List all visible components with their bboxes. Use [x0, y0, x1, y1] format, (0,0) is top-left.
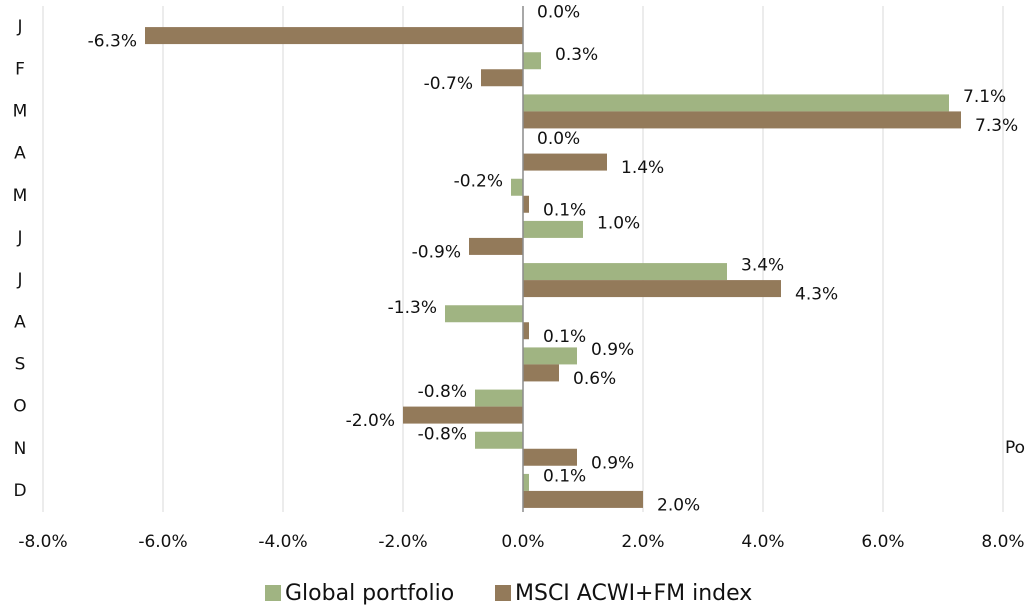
y-tick-label: O	[13, 397, 26, 417]
data-label: 7.1%	[963, 87, 1006, 107]
bar	[403, 406, 523, 424]
legend-swatch	[495, 585, 511, 601]
x-tick-label: 8.0%	[981, 532, 1024, 552]
bar	[475, 389, 523, 407]
x-tick-label: 0.0%	[501, 532, 544, 552]
legend-swatch	[265, 585, 281, 601]
legend-label: MSCI ACWI+FM index	[515, 581, 752, 606]
y-tick-label: S	[15, 354, 26, 374]
data-label: 2.0%	[657, 495, 700, 515]
bar	[469, 237, 523, 255]
y-tick-label: A	[14, 144, 26, 164]
y-tick-label: N	[14, 439, 27, 459]
data-label: 0.1%	[543, 327, 586, 347]
bar	[523, 52, 541, 70]
data-label: -0.9%	[412, 242, 461, 262]
bar	[523, 153, 607, 171]
data-label: 0.0%	[537, 129, 580, 149]
bar	[523, 94, 949, 112]
bar	[445, 305, 523, 323]
bar	[523, 263, 727, 281]
data-label: 4.3%	[795, 285, 838, 305]
bar	[523, 195, 529, 213]
bar	[481, 69, 523, 87]
data-label: -0.2%	[454, 171, 503, 191]
x-tick-label: -8.0%	[18, 532, 67, 552]
data-label: -6.3%	[88, 32, 137, 52]
data-label: 0.3%	[555, 45, 598, 65]
bar	[523, 347, 577, 365]
bar	[523, 490, 643, 508]
bar	[523, 220, 583, 238]
data-label: 0.0%	[537, 3, 580, 23]
bar	[523, 448, 577, 466]
x-tick-label: -2.0%	[378, 532, 427, 552]
y-tick-label: A	[14, 312, 26, 332]
x-tick-label: -4.0%	[258, 532, 307, 552]
x-tick-label: -6.0%	[138, 532, 187, 552]
bar	[523, 364, 559, 382]
bar	[145, 27, 523, 45]
data-label: -2.0%	[346, 411, 395, 431]
bar	[475, 431, 523, 449]
x-tick-label: 4.0%	[741, 532, 784, 552]
legend-label: Global portfolio	[285, 581, 454, 606]
data-label: 0.9%	[591, 340, 634, 360]
data-label: 0.1%	[543, 200, 586, 220]
data-label: 0.6%	[573, 369, 616, 389]
data-label: 3.4%	[741, 256, 784, 276]
y-tick-label: J	[16, 270, 22, 290]
bar	[523, 280, 781, 298]
y-tick-label: M	[13, 186, 28, 206]
y-tick-label: F	[15, 59, 25, 79]
y-tick-label: D	[13, 481, 26, 501]
data-label: -1.3%	[388, 298, 437, 318]
annotation: Po	[1005, 438, 1025, 458]
y-tick-label: J	[16, 17, 22, 37]
data-label: 0.9%	[591, 453, 634, 473]
data-label: 1.0%	[597, 213, 640, 233]
y-tick-label: J	[16, 228, 22, 248]
data-label: -0.8%	[418, 382, 467, 402]
x-tick-label: 2.0%	[621, 532, 664, 552]
data-label: 1.4%	[621, 158, 664, 178]
data-label: -0.8%	[418, 424, 467, 444]
x-tick-label: 6.0%	[861, 532, 904, 552]
bar	[523, 111, 961, 129]
bar	[523, 322, 529, 340]
data-label: 7.3%	[975, 116, 1018, 136]
y-tick-label: M	[13, 101, 28, 121]
legend: Global portfolio MSCI ACWI+FM index	[265, 581, 752, 606]
data-label: 0.1%	[543, 466, 586, 486]
bar	[511, 178, 523, 196]
data-label: -0.7%	[424, 74, 473, 94]
bar	[523, 473, 529, 491]
